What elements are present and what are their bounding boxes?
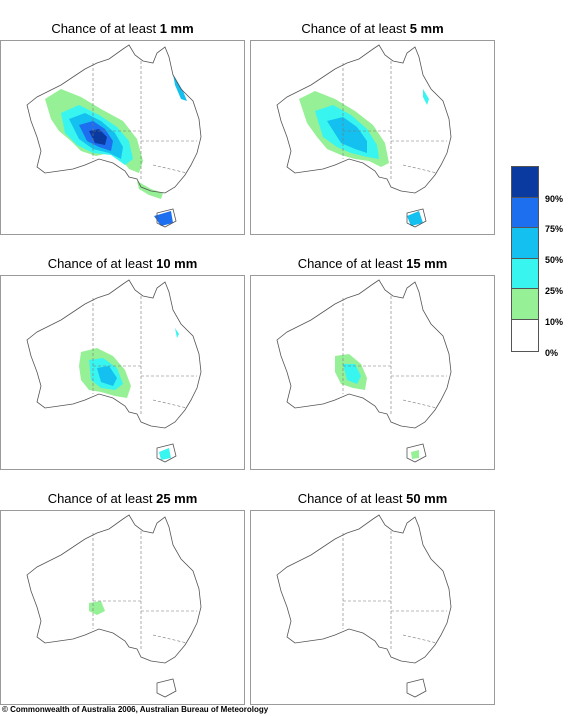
state-borders <box>342 61 447 179</box>
legend-swatch-90 <box>511 166 539 198</box>
copyright-notice: © Commonwealth of Australia 2006, Austra… <box>2 705 269 714</box>
legend-swatch-50 <box>511 227 539 259</box>
legend-label-10: 10% <box>545 317 564 327</box>
rain-overlay <box>45 74 187 226</box>
state-borders <box>92 531 197 649</box>
map-15mm <box>250 275 495 470</box>
legend-swatch-75 <box>511 197 539 228</box>
australia-outline <box>26 279 202 463</box>
legend-label-90: 90% <box>545 194 564 204</box>
rain-overlay <box>335 354 419 459</box>
legend: 90% 75% 50% 25% 10% 0% <box>511 166 570 358</box>
legend-label-0: 0% <box>545 348 559 358</box>
legend-swatch-25 <box>511 258 539 289</box>
australia-outline <box>26 514 202 698</box>
australia-outline <box>26 44 202 228</box>
state-borders <box>92 61 197 179</box>
australia-outline <box>276 279 452 463</box>
legend-label-50: 50% <box>545 255 564 265</box>
map-25mm <box>0 510 245 705</box>
australia-outline <box>276 514 452 698</box>
panel-title: Chance of at least 50 mm <box>297 491 448 506</box>
rain-overlay <box>89 601 105 615</box>
legend-swatch-10 <box>511 288 539 320</box>
rain-overlay <box>79 328 179 460</box>
map-1mm <box>0 40 245 235</box>
panel-title: Chance of at least 5 mm <box>301 21 444 36</box>
panel-title: Chance of at least 10 mm <box>47 256 198 271</box>
legend-swatch-0 <box>511 319 539 352</box>
panel-title: Chance of at least 15 mm <box>297 256 448 271</box>
map-50mm <box>250 510 495 705</box>
legend-label-75: 75% <box>545 224 564 234</box>
rain-overlay <box>299 89 429 226</box>
state-borders <box>342 531 447 649</box>
map-5mm <box>250 40 495 235</box>
map-10mm <box>0 275 245 470</box>
australia-outline <box>276 44 452 228</box>
panel-title: Chance of at least 1 mm <box>51 21 194 36</box>
state-borders <box>92 296 197 414</box>
legend-label-25: 25% <box>545 286 564 296</box>
panel-title: Chance of at least 25 mm <box>47 491 198 506</box>
state-borders <box>342 296 447 414</box>
